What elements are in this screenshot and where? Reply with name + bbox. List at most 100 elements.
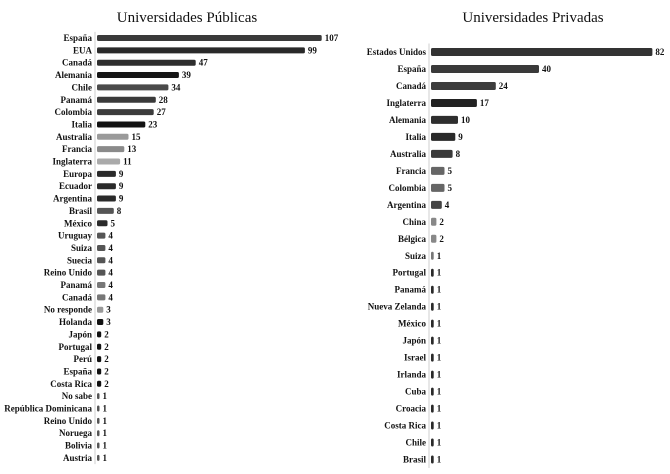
category-label: Portugal <box>393 268 427 278</box>
bar <box>97 405 100 412</box>
bar <box>431 48 653 56</box>
data-label: 2 <box>439 234 444 244</box>
category-label: Estados Unidos <box>367 47 427 57</box>
data-label: 1 <box>437 421 442 431</box>
bar <box>97 183 116 190</box>
bar <box>97 417 100 424</box>
data-label: 1 <box>103 453 108 463</box>
data-label: 1 <box>437 302 442 312</box>
category-label: No sabe <box>62 391 92 401</box>
data-label: 2 <box>104 379 109 389</box>
data-label: 107 <box>325 33 339 43</box>
category-label: Argentina <box>53 194 92 204</box>
bar <box>97 232 106 239</box>
bar <box>431 268 434 277</box>
data-label: 9 <box>119 181 124 191</box>
bar <box>431 234 437 243</box>
category-label: Francia <box>396 166 426 176</box>
data-label: 1 <box>437 438 442 448</box>
category-label: Cuba <box>405 387 427 397</box>
data-label: 17 <box>480 98 490 108</box>
bar <box>431 285 434 294</box>
bar <box>431 319 434 328</box>
bar <box>97 109 154 116</box>
bar <box>431 183 445 192</box>
data-label: 1 <box>437 336 442 346</box>
data-label: 1 <box>103 428 108 438</box>
data-label: 1 <box>437 268 442 278</box>
category-label: Israel <box>404 353 426 363</box>
bar <box>431 302 434 311</box>
bar <box>97 306 104 313</box>
data-label: 39 <box>182 70 192 80</box>
data-label: 1 <box>437 455 442 465</box>
chart-title-privadas: Universidades Privadas <box>462 10 603 26</box>
data-label: 82 <box>655 47 665 57</box>
category-label: Perú <box>74 354 93 364</box>
category-label: Holanda <box>59 317 93 327</box>
bar <box>97 207 114 214</box>
category-label: Reino Unido <box>44 416 93 426</box>
data-label: 4 <box>108 292 113 302</box>
bar <box>431 132 456 141</box>
bar <box>431 421 434 430</box>
data-label: 3 <box>106 305 111 315</box>
data-label: 2 <box>439 217 444 227</box>
category-label: Alemania <box>55 70 92 80</box>
category-label: Brasil <box>69 206 93 216</box>
category-label: Suecia <box>67 255 93 265</box>
bar <box>431 64 539 73</box>
category-label: No responde <box>44 305 92 315</box>
bar <box>431 353 434 362</box>
bar <box>431 438 434 447</box>
category-label: Portugal <box>59 342 93 352</box>
data-label: 1 <box>437 319 442 329</box>
category-label: Nueva Zelanda <box>368 302 427 312</box>
data-label: 9 <box>119 194 124 204</box>
data-label: 4 <box>108 255 113 265</box>
category-label: Canadá <box>62 292 93 302</box>
data-label: 9 <box>119 169 124 179</box>
category-label: Argentina <box>387 200 426 210</box>
data-label: 1 <box>103 404 108 414</box>
chart-title-publicas: Universidades Públicas <box>117 10 258 26</box>
category-label: Irlanda <box>397 370 427 380</box>
category-label: México <box>398 319 426 329</box>
category-label: Australia <box>56 132 93 142</box>
bar <box>431 251 434 260</box>
bar <box>97 269 106 276</box>
bar <box>97 35 322 41</box>
category-label: Italia <box>405 132 426 142</box>
bar <box>97 294 106 301</box>
category-label: República Dominicana <box>4 404 92 414</box>
category-label: Costa Rica <box>50 379 92 389</box>
data-label: 47 <box>199 58 209 68</box>
data-label: 13 <box>127 144 137 154</box>
category-label: España <box>63 33 92 43</box>
bar <box>97 380 102 387</box>
bar <box>97 430 100 437</box>
data-label: 1 <box>437 370 442 380</box>
data-label: 15 <box>132 132 142 142</box>
data-label: 1 <box>437 353 442 363</box>
category-label: Noruega <box>59 428 92 438</box>
data-label: 1 <box>437 387 442 397</box>
category-label: Italia <box>71 119 92 129</box>
data-label: 2 <box>104 329 109 339</box>
bar <box>431 387 434 396</box>
bar <box>97 368 102 375</box>
data-label: 10 <box>461 115 471 125</box>
data-label: 1 <box>437 404 442 414</box>
bar <box>97 331 102 338</box>
bar <box>97 170 116 177</box>
category-label: Europa <box>63 169 92 179</box>
category-label: China <box>402 217 426 227</box>
category-label: Bélgica <box>398 234 426 244</box>
category-label: Uruguay <box>58 231 93 241</box>
category-label: Chile <box>71 82 92 92</box>
data-label: 23 <box>148 119 158 129</box>
bar <box>431 200 442 209</box>
data-label: 1 <box>437 285 442 295</box>
bar <box>97 158 121 165</box>
